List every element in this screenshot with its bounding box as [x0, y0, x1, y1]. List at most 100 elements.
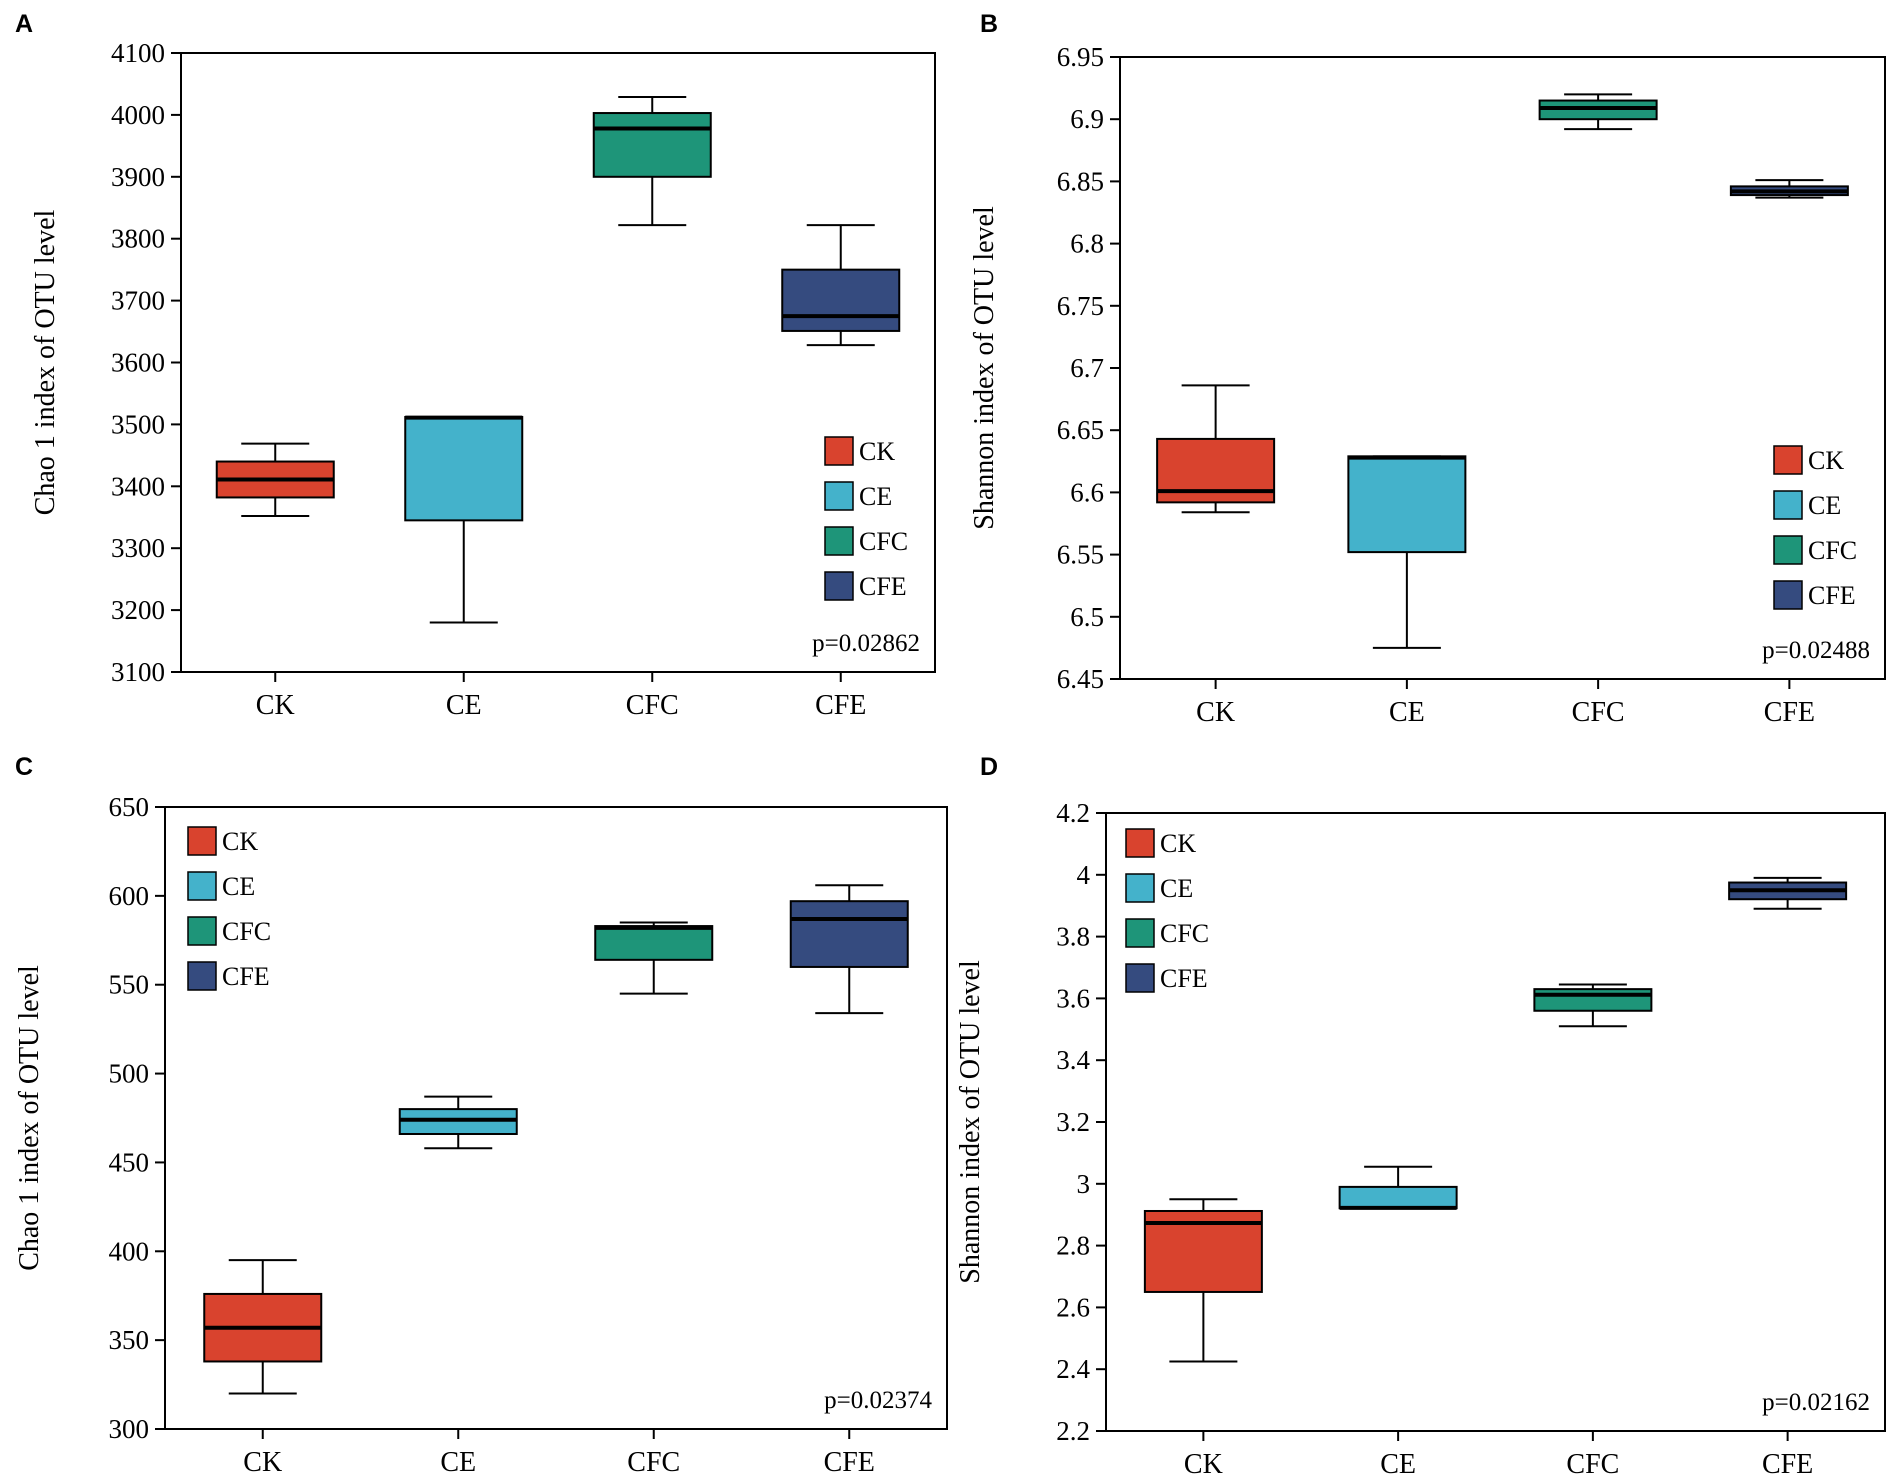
panel-b-y-tick-label: 6.65: [1057, 415, 1104, 445]
panel-a-box-cfe: [781, 224, 901, 347]
panel-a-x-tick-label-cfe: CFE: [815, 690, 866, 721]
panel-d-y-tick-label: 2.4: [1056, 1354, 1090, 1384]
panel-a-legend-label-ce: CE: [859, 482, 892, 511]
panel-a-x-tick-label-ce: CE: [446, 690, 482, 721]
panel-a-y-tick-label: 4000: [111, 100, 165, 130]
panel-a-p-value: p=0.02862: [812, 630, 920, 657]
panel-a-y-tick-label: 3800: [111, 224, 165, 254]
panel-b-letter: B: [980, 10, 998, 38]
panel-a-x-tick-label-cfc: CFC: [626, 690, 679, 721]
panel-b-legend-label-ck: CK: [1808, 446, 1844, 475]
panel-b-y-tick-label: 6.8: [1070, 229, 1104, 259]
panel-c-y-tick-label: 300: [109, 1414, 150, 1444]
panel-c-box-cfc: [594, 921, 714, 995]
panel-d-letter: D: [980, 753, 998, 781]
panel-d-x-tick-label-ce: CE: [1380, 1449, 1416, 1480]
panel-d-box-body-cfc: [1533, 988, 1653, 1012]
panel-b-legend-label-cfc: CFC: [1808, 536, 1857, 565]
panel-c-legend: CK CE CFC CFE: [187, 826, 271, 991]
panel-d-y-tick-label: 3.2: [1056, 1107, 1090, 1137]
panel-b-x-tick-label-ce: CE: [1389, 697, 1425, 728]
panel-a-y-tick-label: 3700: [111, 286, 165, 316]
panel-b-box-ck: [1156, 384, 1276, 514]
panel-a-legend-label-cfe: CFE: [859, 572, 907, 601]
panel-c-legend-label-cfe: CFE: [222, 962, 270, 991]
panel-b-y-axis-label: Shannon index of OTU level: [969, 206, 1000, 530]
panel-a-legend-swatch-cfc: [824, 526, 854, 556]
panel-c-legend-swatch-ck: [187, 826, 217, 856]
panel-c-y-tick-label: 650: [109, 792, 150, 822]
panel-d-box-body-ce: [1338, 1185, 1458, 1210]
panel-c-legend-label-cfc: CFC: [222, 917, 271, 946]
panel-b-y-tick-label: 6.55: [1057, 540, 1104, 570]
panel-c-box-ce: [398, 1095, 518, 1150]
panel-d-x-tick-label-ck: CK: [1184, 1449, 1223, 1480]
panel-a-box-cfc: [592, 95, 712, 227]
panel-d-box-cfc: [1533, 983, 1653, 1028]
panel-c-y-tick-label: 600: [109, 881, 150, 911]
panel-b-legend-label-cfe: CFE: [1808, 581, 1856, 610]
panel-b-legend-swatch-ce: [1773, 490, 1803, 520]
panel-a-legend-swatch-cfe: [824, 571, 854, 601]
panel-b-box-body-ce: [1347, 455, 1467, 554]
panel-c-legend-swatch-cfc: [187, 916, 217, 946]
panel-c-x-tick-label-ck: CK: [243, 1447, 282, 1478]
panel-a-y-tick-label: 4100: [111, 38, 165, 68]
panel-a-legend-swatch-ce: [824, 481, 854, 511]
panel-b-box-cfe: [1729, 179, 1849, 199]
panel-d-legend-swatch-ce: [1125, 873, 1155, 903]
panel-a-x-tick-label-ck: CK: [256, 690, 295, 721]
panel-c-y-tick-label: 550: [109, 970, 150, 1000]
panel-d-y-tick-label: 3.4: [1056, 1045, 1090, 1075]
panel-c-letter: C: [15, 753, 33, 781]
panel-c-p-value: p=0.02374: [824, 1387, 932, 1414]
panel-b-y-tick-label: 6.5: [1070, 602, 1104, 632]
panel-b: B 6.45 6.5 6.55 6.6 6.65 6.7 6.75 6.8 6.85 6.9 6.9…: [969, 10, 1886, 728]
panel-d-legend-swatch-cfc: [1125, 918, 1155, 948]
panel-d-plot-frame: [1105, 812, 1886, 1432]
panel-d-p-value: p=0.02162: [1762, 1389, 1870, 1416]
panel-c-y-tick-label: 350: [109, 1325, 150, 1355]
panel-d: D 2.2 2.4 2.6 2.8 3 3.2 3.4 3.6 3.8 4 4.2 Shannon i…: [955, 753, 1886, 1480]
panel-c-x-tick-label-ce: CE: [440, 1447, 476, 1478]
panel-d-legend-label-cfc: CFC: [1160, 919, 1209, 948]
panel-b-y-tick-label: 6.9: [1070, 104, 1104, 134]
panel-d-box-ck: [1143, 1198, 1263, 1363]
panel-c-y-tick-label: 500: [109, 1059, 150, 1089]
panel-c-y-axis-label: Chao 1 index of OTU level: [14, 965, 45, 1271]
panel-c-x-tick-label-cfc: CFC: [627, 1447, 680, 1478]
panel-c-y-tick-label: 400: [109, 1236, 150, 1266]
panel-c: C 300 350 400 450 500 550 600 650 Chao 1 index o…: [14, 753, 948, 1478]
panel-c-legend-swatch-cfe: [187, 961, 217, 991]
panel-c-box-body-cfe: [789, 900, 909, 968]
panel-b-x-tick-label-ck: CK: [1196, 697, 1235, 728]
panel-b-box-cfc: [1538, 93, 1658, 131]
panel-a-box-body-ce: [404, 415, 524, 522]
panel-c-plot-frame: [164, 806, 948, 1430]
panel-d-legend-swatch-ck: [1125, 828, 1155, 858]
panel-d-box-ce: [1338, 1165, 1458, 1210]
panel-d-y-tick-label: 3.6: [1056, 983, 1090, 1013]
panel-d-box-cfe: [1728, 876, 1848, 910]
panel-a-legend-swatch-ck: [824, 436, 854, 466]
panel-c-y-tick-label: 450: [109, 1147, 150, 1177]
panel-b-box-ce: [1347, 455, 1467, 649]
panel-c-legend-label-ce: CE: [222, 872, 255, 901]
panel-a-letter: A: [15, 10, 33, 38]
panel-b-legend-swatch-cfe: [1773, 580, 1803, 610]
panel-b-legend-swatch-ck: [1773, 445, 1803, 475]
panel-d-y-tick-label: 4.2: [1056, 798, 1090, 828]
panel-a-box-ce: [404, 415, 524, 624]
panel-b-y-tick-label: 6.6: [1070, 477, 1104, 507]
panel-d-y-tick-label: 2.8: [1056, 1231, 1090, 1261]
panel-d-y-axis-label: Shannon index of OTU level: [955, 960, 986, 1284]
panel-d-y-tick-label: 3.8: [1056, 922, 1090, 952]
panel-b-plot-frame: [1119, 56, 1886, 680]
panel-d-y-tick-label: 2.6: [1056, 1292, 1090, 1322]
panel-c-legend-swatch-ce: [187, 871, 217, 901]
panel-d-legend: CK CE CFC CFE: [1125, 828, 1209, 993]
panel-a-box-body-cfe: [781, 268, 901, 332]
panel-b-legend-swatch-cfc: [1773, 535, 1803, 565]
panel-d-legend-label-cfe: CFE: [1160, 964, 1208, 993]
